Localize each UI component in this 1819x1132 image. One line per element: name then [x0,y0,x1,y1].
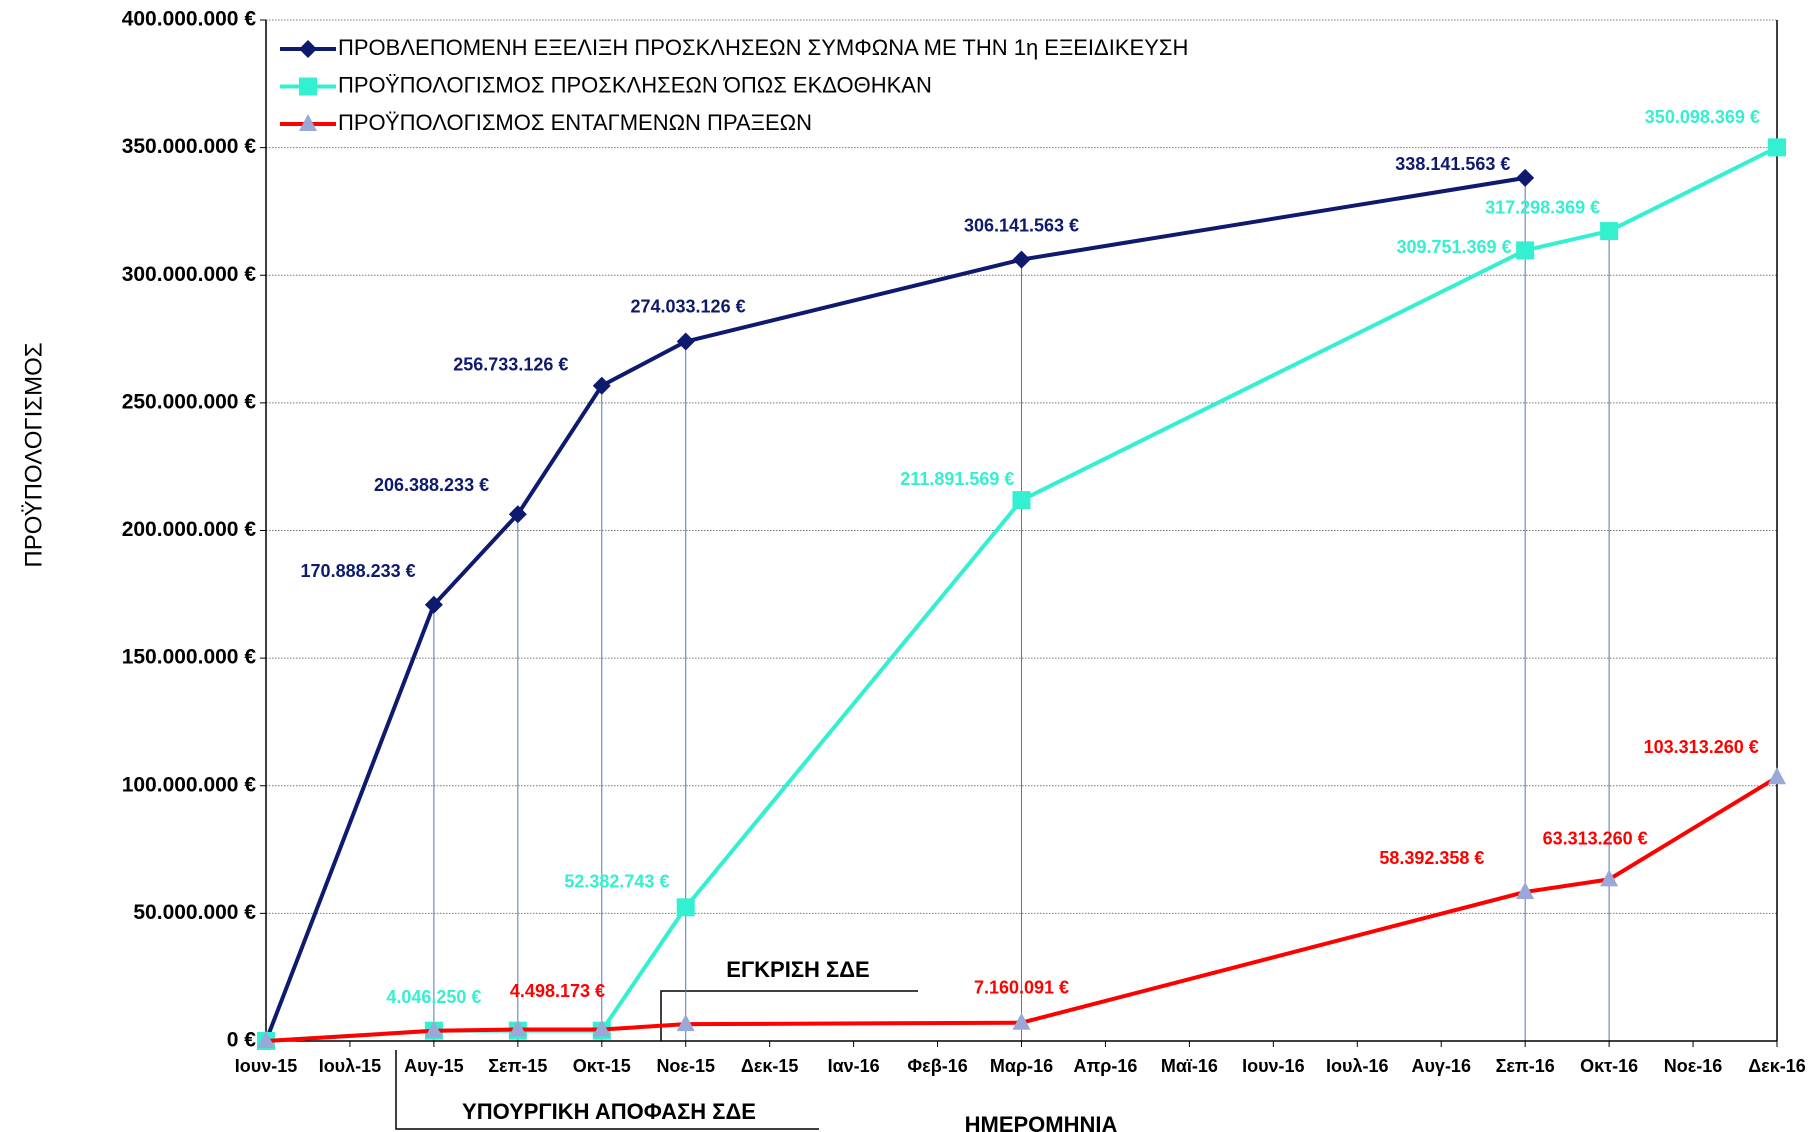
x-tick-label: Ιουλ-15 [319,1056,382,1076]
data-label: 211.891.569 € [900,469,1014,489]
marker [676,332,695,351]
y-tick-label: 100.000.000 € [122,773,257,796]
marker [1012,1012,1031,1030]
data-label: 206.388.233 € [374,475,489,495]
x-tick-label: Ιουλ-16 [1326,1056,1389,1076]
marker [1600,222,1619,241]
marker [592,1019,611,1037]
data-label: 58.392.358 € [1379,848,1484,868]
marker [1012,491,1031,510]
y-tick-label: 400.000.000 € [122,8,257,31]
y-tick-label: 50.000.000 € [133,901,256,924]
marker [1516,881,1535,899]
x-tick-label: Ιαν-16 [828,1056,880,1076]
x-tick-label: Απρ-16 [1073,1056,1137,1076]
data-label: 350.098.369 € [1645,107,1760,127]
annotation-bracket [660,990,918,1041]
annotation-bracket [395,1050,819,1130]
data-label: 7.160.091 € [974,978,1069,998]
x-tick-label: Δεκ-15 [741,1056,799,1076]
x-tick-label: Οκτ-15 [573,1056,631,1076]
legend-marker [299,40,317,58]
y-tick-label: 250.000.000 € [122,390,257,413]
x-tick-label: Μαϊ-16 [1161,1056,1218,1076]
marker [257,1031,275,1048]
data-label: 170.888.233 € [301,561,416,581]
data-label: 256.733.126 € [453,355,568,375]
x-tick-label: Σεπ-16 [1496,1056,1555,1076]
data-label: 4.046.250 € [386,987,481,1007]
x-tick-label: Ιουν-16 [1242,1056,1305,1076]
y-tick-label: 0 € [227,1029,257,1052]
marker [424,1020,443,1038]
x-tick-label: Οκτ-16 [1580,1056,1638,1076]
legend-marker [299,114,317,131]
marker [592,376,611,395]
marker [1012,250,1031,269]
x-tick-label: Αυγ-16 [1411,1056,1471,1076]
data-label: 52.382.743 € [564,872,669,892]
legend-marker [299,77,317,96]
y-tick-label: 300.000.000 € [122,263,257,286]
data-label: 4.498.173 € [510,981,605,1001]
marker [508,1019,527,1037]
y-tick-label: 150.000.000 € [122,646,257,669]
y-tick-label: 350.000.000 € [122,135,257,158]
x-tick-label: Νοε-15 [656,1056,715,1076]
data-label: 317.298.369 € [1485,198,1600,218]
data-label: 103.313.260 € [1644,737,1759,757]
x-axis-label: ΗΜΕΡΟΜΗΝΙΑ [965,1112,1118,1132]
marker [676,898,695,917]
x-tick-label: Αυγ-15 [404,1056,464,1076]
data-label: 274.033.126 € [630,296,745,316]
legend-label: ΠΡΟΒΛΕΠΟΜΕΝΗ ΕΞΕΛΙΞΗ ΠΡΟΣΚΛΗΣΕΩΝ ΣΥΜΦΩΝΑ… [338,35,1188,60]
marker [1516,241,1535,260]
data-label: 63.313.260 € [1543,828,1648,848]
marker [1516,168,1535,187]
legend-label: ΠΡΟΫΠΟΛΟΓΙΣΜΟΣ ΠΡΟΣΚΛΗΣΕΩΝ ΌΠΩΣ ΕΚΔΟΘΗΚΑ… [338,72,932,97]
x-tick-label: Σεπ-15 [488,1056,547,1076]
data-label: 306.141.563 € [964,216,1079,236]
marker [1768,138,1786,157]
data-label: 338.141.563 € [1395,154,1510,174]
annotation: ΥΠΟΥΡΓΙΚΗ ΑΠΟΦΑΣΗ ΣΔΕ [462,1099,756,1124]
x-tick-label: Ιουν-15 [235,1056,298,1076]
marker [676,1014,695,1032]
x-tick-label: Μαρ-16 [990,1056,1053,1076]
y-axis-label: ΠΡΟΫΠΟΛΟΓΙΣΜΟΣ [20,342,47,567]
marker [424,595,443,614]
y-tick-label: 200.000.000 € [122,518,257,541]
annotation: ΕΓΚΡΙΣΗ ΣΔΕ [726,957,869,982]
legend-label: ΠΡΟΫΠΟΛΟΓΙΣΜΟΣ ΕΝΤΑΓΜΕΝΩΝ ΠΡΑΞΕΩΝ [338,110,812,135]
marker [1768,767,1786,785]
marker [1600,869,1619,887]
x-tick-label: Νοε-16 [1664,1056,1723,1076]
data-label: 309.751.369 € [1396,237,1511,257]
marker [508,505,527,524]
series-line [264,175,1526,1042]
x-tick-label: Δεκ-16 [1748,1056,1806,1076]
x-tick-label: Φεβ-16 [907,1056,967,1076]
